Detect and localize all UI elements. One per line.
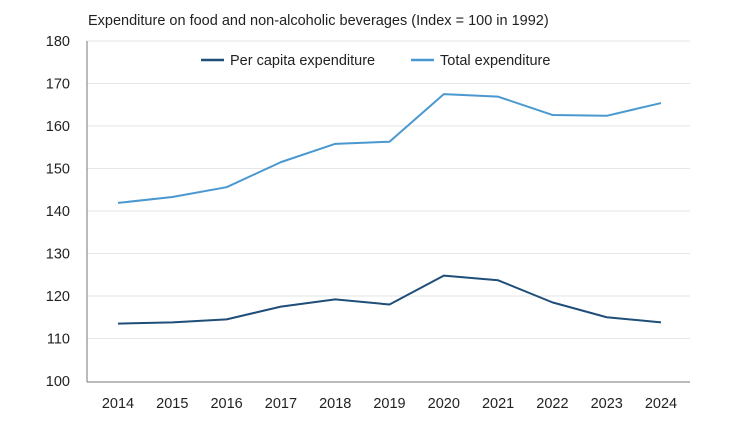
x-tick-label: 2014 [102,396,134,412]
x-tick-label: 2020 [428,396,460,412]
x-tick-label: 2023 [591,396,623,412]
series-line-total [117,93,662,204]
x-tick-label: 2021 [482,396,514,412]
y-tick-label: 110 [47,332,70,348]
chart-title: Expenditure on food and non-alcoholic be… [88,13,549,29]
x-tick-label: 2019 [373,396,405,412]
series-line-per-capita [117,274,662,325]
y-tick-label: 100 [46,374,70,390]
x-tick-label: 2022 [536,396,568,412]
legend-label-total: Total expenditure [440,53,550,69]
y-tick-label: 140 [46,204,70,220]
legend-label-per-capita: Per capita expenditure [230,53,375,69]
y-tick-label: 180 [46,34,70,50]
y-tick-label: 150 [46,162,70,178]
x-tick-label: 2018 [319,396,351,412]
x-tick-label: 2015 [156,396,188,412]
y-tick-label: 130 [46,247,70,263]
x-tick-label: 2017 [265,396,297,412]
y-tick-label: 160 [46,119,70,135]
x-tick-label: 2016 [210,396,242,412]
y-tick-label: 170 [46,77,70,93]
legend: Per capita expenditure Total expenditure [201,53,550,69]
x-tick-label: 2024 [645,396,677,412]
y-tick-label: 120 [46,289,70,305]
